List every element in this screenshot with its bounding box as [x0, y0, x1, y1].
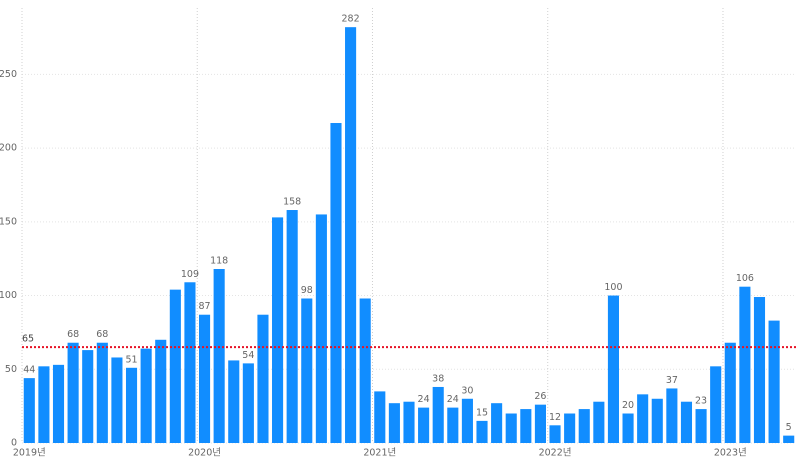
- data-label: 38: [432, 373, 444, 384]
- bar: [695, 409, 707, 443]
- bar: [198, 314, 211, 443]
- data-label: 98: [301, 285, 313, 296]
- bar: [622, 413, 634, 443]
- bar: [710, 366, 722, 443]
- bar: [52, 364, 65, 443]
- bar: [783, 435, 795, 443]
- bar: [111, 357, 123, 443]
- data-label: 54: [242, 350, 254, 361]
- bar: [169, 289, 181, 443]
- bar: [447, 407, 459, 443]
- bar: [607, 295, 620, 443]
- bar: [82, 350, 94, 443]
- data-label: 68: [96, 329, 108, 340]
- y-tick-label: 200: [0, 143, 17, 154]
- bar: [768, 320, 780, 443]
- data-label: 15: [476, 407, 488, 418]
- bar: [739, 286, 751, 443]
- bar: [257, 314, 269, 443]
- data-label: 44: [23, 365, 35, 376]
- bar: [593, 401, 605, 443]
- bar: [125, 367, 138, 443]
- y-tick-label: 250: [0, 69, 17, 80]
- data-label: 87: [199, 301, 211, 312]
- x-tick-label: 2021년: [363, 448, 396, 459]
- bar: [23, 378, 35, 443]
- reference-label: 65: [22, 334, 34, 345]
- bar: [564, 413, 576, 443]
- bar: [651, 398, 663, 443]
- bar: [228, 360, 240, 443]
- data-label: 23: [695, 396, 707, 407]
- bar: [330, 123, 342, 443]
- bar: [38, 366, 50, 443]
- bar: [505, 413, 517, 443]
- y-tick-label: 150: [0, 216, 17, 227]
- data-label: 26: [534, 391, 546, 402]
- bar: [374, 391, 386, 443]
- bar: [724, 342, 736, 443]
- bar: [272, 217, 284, 443]
- data-label: 68: [67, 329, 79, 340]
- bar: [301, 298, 313, 443]
- x-tick-label: 2022년: [539, 448, 572, 459]
- data-label: 118: [210, 256, 228, 267]
- bar: [388, 403, 400, 443]
- bar: [403, 401, 415, 443]
- x-tick-label: 2020년: [188, 448, 221, 459]
- data-label: 106: [736, 273, 754, 284]
- data-label: 282: [342, 14, 360, 25]
- bar: [155, 339, 167, 443]
- y-tick-label: 0: [11, 438, 17, 449]
- bar: [549, 425, 561, 443]
- bar: [418, 407, 430, 443]
- data-label: 158: [283, 197, 301, 208]
- bar: [534, 404, 546, 443]
- x-tick-label: 2023년: [714, 448, 747, 459]
- bar: [491, 403, 503, 443]
- data-label: 24: [447, 394, 459, 405]
- y-tick-label: 50: [5, 364, 17, 375]
- data-label: 37: [666, 375, 678, 386]
- bar: [359, 298, 371, 443]
- bar: [461, 398, 473, 443]
- data-label: 24: [418, 394, 430, 405]
- bar: [520, 409, 532, 443]
- bar: [666, 388, 678, 443]
- y-tick-label: 100: [0, 290, 17, 301]
- bar: [345, 27, 357, 443]
- bar: [184, 282, 196, 443]
- bar: [140, 348, 152, 443]
- bar: [96, 342, 108, 443]
- data-label: 20: [622, 400, 634, 411]
- data-label: 12: [549, 412, 561, 423]
- bar: [213, 269, 225, 443]
- bar: [286, 210, 298, 443]
- data-label: 100: [604, 282, 622, 293]
- bar: [67, 342, 79, 443]
- bar: [637, 394, 649, 443]
- bar: [432, 386, 444, 443]
- bar: [242, 363, 254, 443]
- bar: [578, 409, 590, 443]
- bar: [476, 420, 488, 443]
- bar: [315, 214, 327, 443]
- data-label: 30: [461, 385, 473, 396]
- data-label: 5: [786, 422, 792, 433]
- bar: [753, 297, 766, 443]
- bar: [680, 401, 693, 443]
- data-label: 51: [125, 354, 137, 365]
- x-tick-label: 2019년: [13, 448, 46, 459]
- data-label: 109: [181, 269, 199, 280]
